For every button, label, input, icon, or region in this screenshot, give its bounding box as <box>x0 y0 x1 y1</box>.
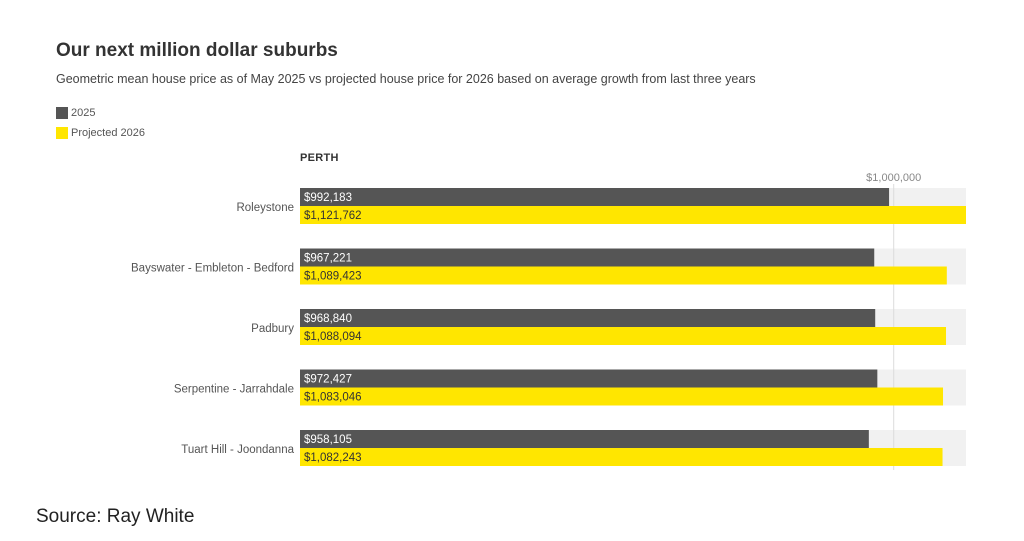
bar-projected-2026-serpentine-jarrahdale <box>300 387 944 406</box>
category-label-bayswater-embleton-bedford: Bayswater - Embleton - Bedford <box>131 263 294 275</box>
data-label-projected-2026-tuart-hill-joondanna: $1,082,243 <box>304 452 362 464</box>
data-label-projected-2026-bayswater-embleton-bedford: $1,089,423 <box>304 271 362 283</box>
legend-item-2025: 2025 <box>56 103 145 123</box>
chart-subtitle: Geometric mean house price as of May 202… <box>56 72 756 86</box>
category-label-serpentine-jarrahdale: Serpentine - Jarrahdale <box>174 384 294 396</box>
bar-2025-serpentine-jarrahdale <box>300 369 878 388</box>
bar-projected-2026-tuart-hill-joondanna <box>300 448 943 466</box>
bar-projected-2026-roleystone <box>300 206 966 224</box>
legend: 2025 Projected 2026 <box>56 103 145 143</box>
legend-item-projected-2026: Projected 2026 <box>56 123 145 143</box>
bar-projected-2026-bayswater-embleton-bedford <box>300 266 947 285</box>
legend-label-projected-2026: Projected 2026 <box>71 127 145 139</box>
bar-plot: $1,000,000 $992,183 $1,121,762 Roleystone $9… <box>131 172 966 470</box>
legend-label-2025: 2025 <box>71 107 96 119</box>
group-label: PERTH <box>300 152 339 164</box>
chart-figure: Our next million dollar suburbs Geometri… <box>56 40 966 470</box>
legend-swatch-projected-2026 <box>56 127 68 139</box>
legend-swatch-2025 <box>56 107 68 119</box>
reference-line-label: $1,000,000 <box>866 172 921 184</box>
chart-title: Our next million dollar suburbs <box>56 40 338 61</box>
data-label-2025-bayswater-embleton-bedford: $967,221 <box>304 253 352 265</box>
data-label-projected-2026-roleystone: $1,121,762 <box>304 210 362 222</box>
category-label-tuart-hill-joondanna: Tuart Hill - Joondanna <box>181 444 294 456</box>
data-label-2025-roleystone: $992,183 <box>304 192 352 204</box>
bar-projected-2026-padbury <box>300 327 947 345</box>
data-label-projected-2026-padbury: $1,088,094 <box>304 331 362 343</box>
bar-2025-padbury <box>300 309 876 327</box>
bar-2025-tuart-hill-joondanna <box>300 430 869 448</box>
bar-2025-bayswater-embleton-bedford <box>300 248 875 267</box>
data-label-2025-serpentine-jarrahdale: $972,427 <box>304 374 352 386</box>
category-label-roleystone: Roleystone <box>236 202 294 214</box>
bar-2025-roleystone <box>300 188 890 206</box>
data-label-2025-padbury: $968,840 <box>304 313 352 325</box>
source-caption: Source: Ray White <box>36 506 195 527</box>
data-label-projected-2026-serpentine-jarrahdale: $1,083,046 <box>304 392 362 404</box>
data-label-2025-tuart-hill-joondanna: $958,105 <box>304 434 352 446</box>
category-label-padbury: Padbury <box>251 323 294 335</box>
